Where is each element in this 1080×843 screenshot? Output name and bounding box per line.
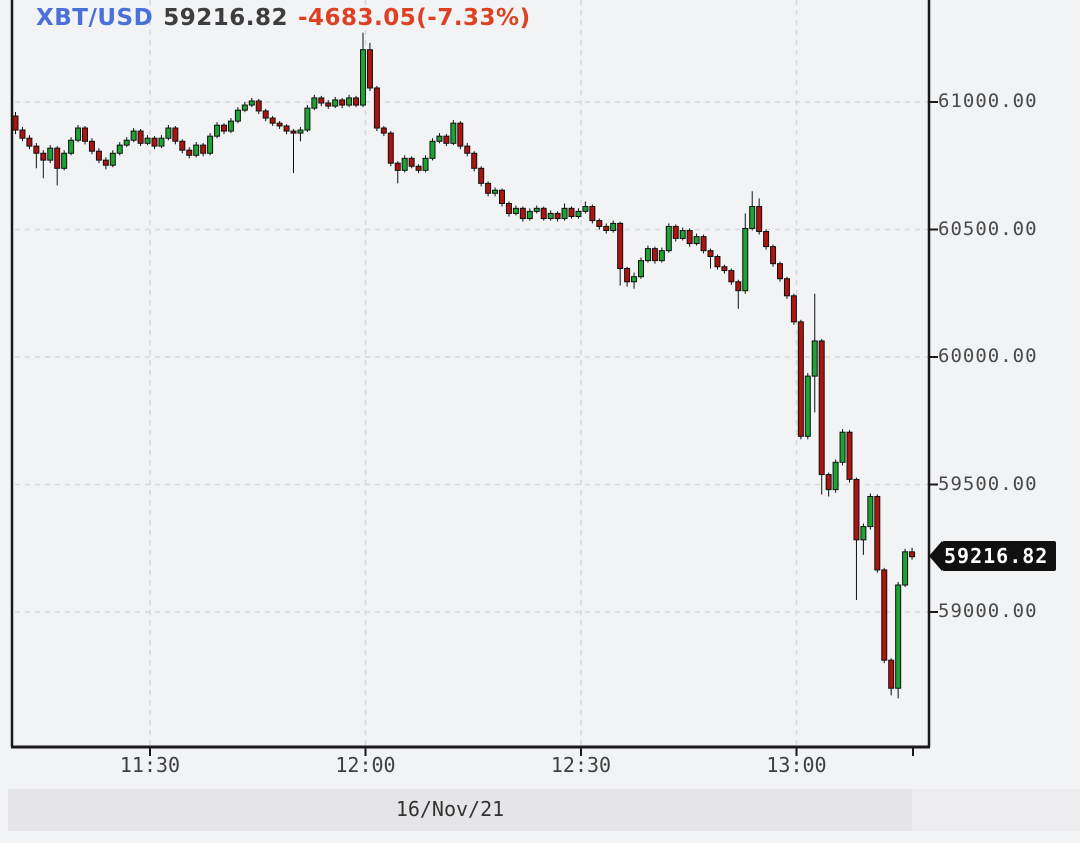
- date-band-light-segment: [912, 789, 1080, 831]
- axes: [10, 0, 938, 756]
- time-axis-label: 13:00: [766, 753, 827, 777]
- symbol-label: XBT/USD: [36, 5, 154, 31]
- price-tag-value: 59216.82: [944, 544, 1049, 568]
- price-axis-label: 60000.00: [938, 345, 1038, 367]
- date-label: 16/Nov/21: [395, 797, 505, 821]
- last-price-tag: 59216.82: [929, 541, 1057, 571]
- time-axis-label: 11:30: [119, 753, 181, 777]
- chart-header: XBT/USD 59216.82 -4683.05(-7.33%): [36, 5, 531, 31]
- price-axis-label: 60500.00: [938, 217, 1038, 240]
- last-price-label: 59216.82: [163, 5, 288, 31]
- time-axis-label: 12:30: [550, 753, 612, 777]
- gridlines: [15, 0, 928, 745]
- date-band: 16/Nov/21: [8, 789, 1080, 831]
- price-axis-label: 59500.00: [938, 472, 1038, 495]
- price-change-label: -4683.05(-7.33%): [297, 5, 531, 31]
- price-axis-label: 59000.00: [938, 600, 1038, 622]
- price-axis-label: 61000.00: [938, 90, 1038, 112]
- price-tag-arrow-icon: [929, 541, 942, 571]
- candles-layer: [12, 32, 916, 699]
- time-axis-label: 12:00: [335, 753, 396, 777]
